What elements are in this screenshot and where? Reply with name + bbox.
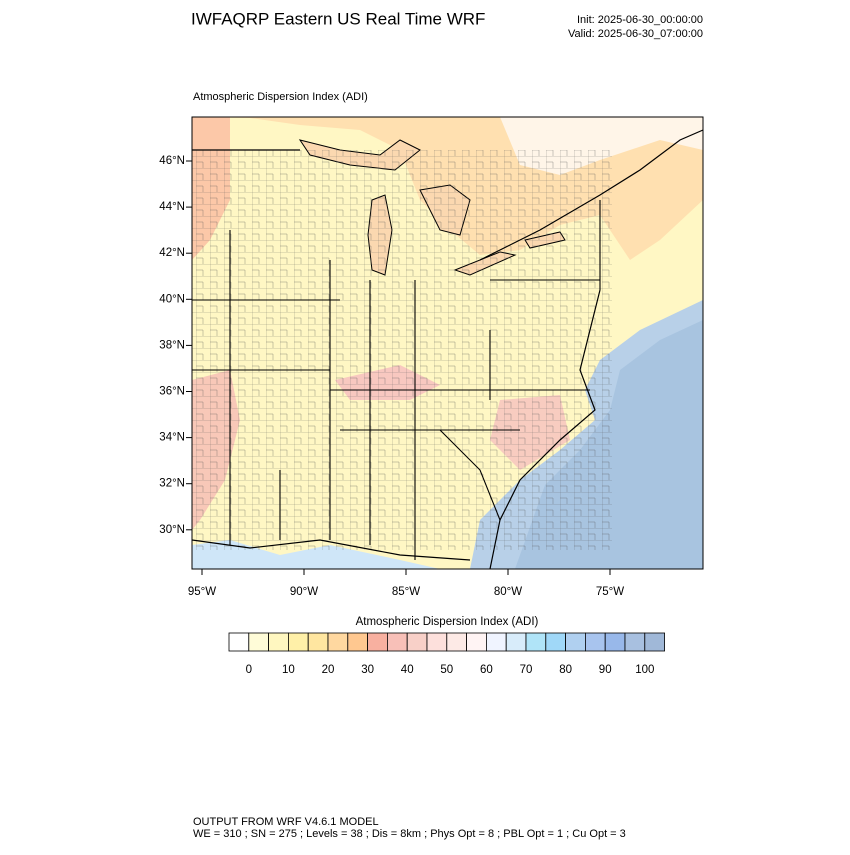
colorbar-box (505, 632, 527, 652)
init-time: Init: 2025-06-30_00:00:00 (577, 14, 703, 26)
colorbar-box (624, 632, 646, 652)
colorbar-box (485, 632, 507, 652)
colorbar-tick-label: 10 (282, 664, 295, 676)
colorbar-box (367, 632, 388, 652)
colorbar-box (307, 632, 329, 652)
state-lines (192, 200, 601, 560)
colorbar-box (228, 632, 250, 652)
colorbar-tick-label: 20 (322, 664, 335, 676)
colorbar-tick-label: 80 (559, 664, 572, 676)
colorbar-box (604, 632, 626, 652)
colorbar-box (327, 632, 349, 652)
coastline (192, 129, 703, 569)
footer-line: OUTPUT FROM WRF V4.6.1 MODEL (193, 816, 379, 828)
colorbar-box (644, 632, 665, 652)
colorbar-box (565, 632, 586, 652)
colorbar-box (446, 632, 467, 652)
colorbar-tick-label: 70 (520, 664, 533, 676)
colorbar-tick-label: 60 (480, 664, 493, 676)
colorbar-box (248, 632, 270, 652)
map-area (192, 117, 703, 569)
colorbar-box (268, 632, 289, 652)
lat-label: 36°N (159, 386, 185, 398)
colorbar-box (466, 632, 487, 652)
map-subtitle: Atmospheric Dispersion Index (ADI) (193, 91, 368, 103)
colorbar-tick-label: 30 (361, 664, 374, 676)
colorbar-tick-label: 100 (635, 664, 654, 676)
lon-label: 80°W (494, 586, 522, 598)
title: IWFAQRP Eastern US Real Time WRF (191, 9, 485, 28)
lon-label: 75°W (596, 586, 624, 598)
county-lines (192, 150, 612, 550)
lat-label: 42°N (159, 247, 185, 259)
lat-label: 34°N (159, 432, 185, 444)
lon-label: 95°W (188, 586, 216, 598)
colorbar-box (287, 632, 309, 652)
colorbar-tick-label: 90 (599, 664, 612, 676)
lon-label: 90°W (290, 586, 318, 598)
colorbar-box (525, 632, 547, 652)
colorbar-tick-label: 50 (440, 664, 453, 676)
colorbar-title: Atmospheric Dispersion Index (ADI) (356, 616, 539, 628)
lat-label: 38°N (159, 339, 185, 351)
colorbar-box (585, 632, 606, 652)
lon-label: 85°W (392, 586, 420, 598)
lat-label: 44°N (159, 201, 185, 213)
colorbar-box (347, 632, 368, 652)
colorbar-box (406, 632, 428, 652)
colorbar-tick-label: 0 (246, 664, 252, 676)
map-frame (191, 116, 704, 570)
lat-label: 30°N (159, 524, 185, 536)
lat-label: 40°N (159, 293, 185, 305)
colorbar-box (386, 632, 408, 652)
colorbar-box (426, 632, 448, 652)
footer-line: WE = 310 ; SN = 275 ; Levels = 38 ; Dis … (193, 828, 626, 840)
colorbar-box (545, 632, 566, 652)
lat-label: 32°N (159, 478, 185, 490)
valid-time: Valid: 2025-06-30_07:00:00 (568, 28, 703, 40)
lat-label: 46°N (159, 155, 185, 167)
colorbar: 0 10 20 30 40 50 60 70 80 90 100 (228, 632, 665, 676)
colorbar-tick-label: 40 (401, 664, 414, 676)
